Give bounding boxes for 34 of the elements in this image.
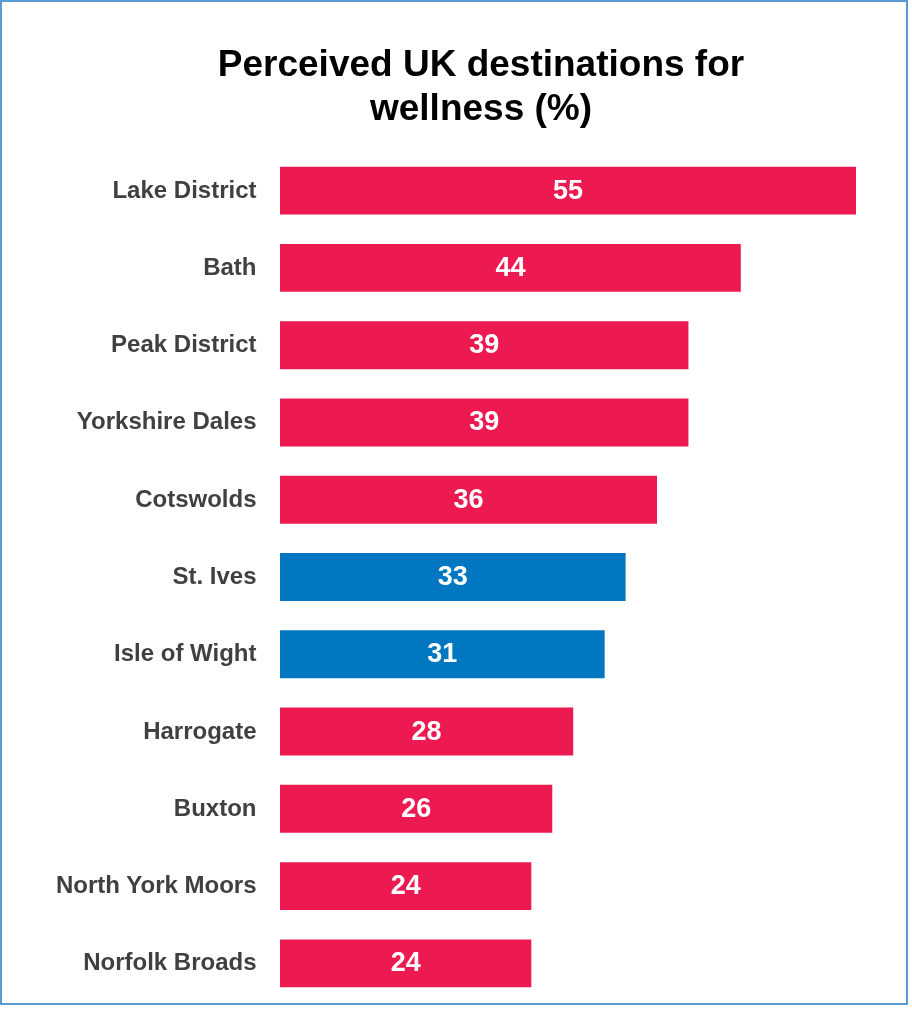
bar xyxy=(280,166,856,215)
y-tick-label: Yorkshire Dales xyxy=(76,407,257,435)
data-label: 31 xyxy=(427,638,458,669)
y-tick-label: Cotswolds xyxy=(135,484,257,512)
bar xyxy=(280,475,658,524)
data-label: 39 xyxy=(469,406,500,437)
data-label: 36 xyxy=(453,483,484,514)
bar xyxy=(280,243,741,292)
bar xyxy=(280,553,626,601)
bar xyxy=(280,784,553,833)
data-label: 55 xyxy=(552,174,584,205)
bar xyxy=(280,630,605,679)
y-tick-label: Bath xyxy=(203,252,257,280)
bar xyxy=(280,398,689,447)
chart-title: Perceived UK destinations for wellness (%) xyxy=(217,43,745,128)
bar xyxy=(280,321,689,370)
data-label: 28 xyxy=(411,715,442,746)
y-tick-label: Buxton xyxy=(173,793,257,821)
data-label: 24 xyxy=(390,870,421,901)
y-tick-label: St. Ives xyxy=(172,562,257,589)
y-tick-label: Lake District xyxy=(112,175,257,203)
y-tick-label: Harrogate xyxy=(143,716,257,744)
data-label: 33 xyxy=(437,561,468,591)
bar xyxy=(280,707,574,756)
y-tick-label: Norfolk Broads xyxy=(83,948,257,976)
y-tick-label: Peak District xyxy=(111,330,257,358)
data-label: 44 xyxy=(495,251,526,282)
y-tick-label: North York Moors xyxy=(56,871,257,899)
bar xyxy=(280,939,532,988)
y-tick-label: Isle of Wight xyxy=(114,639,257,667)
data-label: 39 xyxy=(469,329,500,360)
data-label: 24 xyxy=(390,947,421,978)
data-label: 26 xyxy=(401,792,432,823)
bar xyxy=(280,862,532,911)
